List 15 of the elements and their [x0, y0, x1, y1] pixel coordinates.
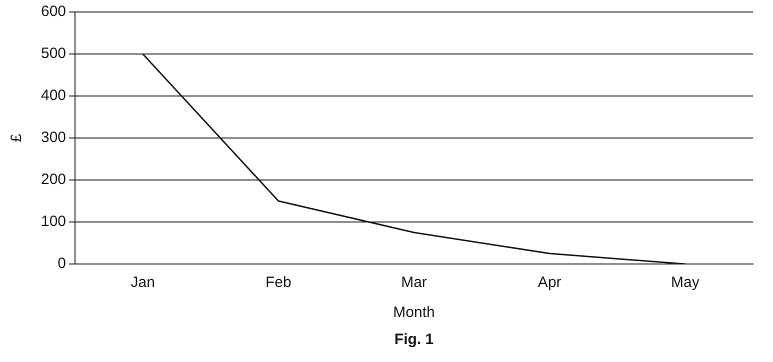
- y-tick-label: 100: [40, 213, 66, 230]
- y-tick-label: 0: [58, 255, 66, 272]
- x-tick-label: May: [671, 274, 700, 292]
- y-tick-label: 200: [40, 171, 66, 188]
- y-tick-label: 500: [40, 45, 66, 62]
- x-tick-label: Mar: [401, 274, 427, 292]
- x-tick-label: Feb: [265, 274, 292, 292]
- x-tick-label: Jan: [130, 274, 155, 292]
- y-axis-title: £: [8, 133, 26, 142]
- y-tick-label: 400: [40, 87, 66, 104]
- y-tick-label: 300: [40, 129, 66, 146]
- caption: Fig. 1: [394, 331, 434, 348]
- x-axis-title: Month: [393, 304, 435, 322]
- y-tick-label: 600: [40, 3, 66, 20]
- x-tick-label: Apr: [538, 274, 562, 292]
